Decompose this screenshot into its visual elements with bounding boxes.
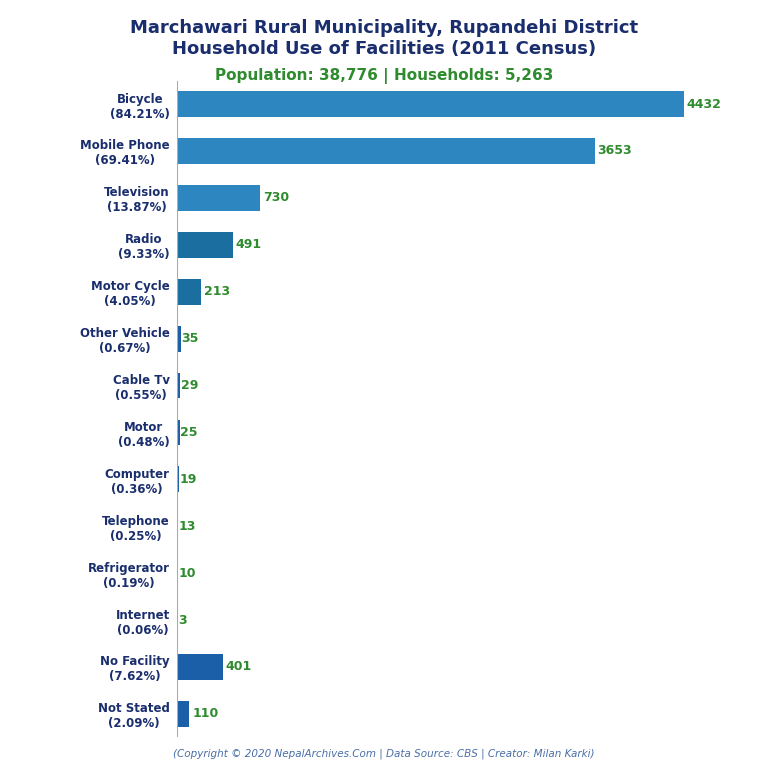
- Text: Household Use of Facilities (2011 Census): Household Use of Facilities (2011 Census…: [172, 40, 596, 58]
- Bar: [177, 372, 180, 399]
- Bar: [177, 513, 178, 539]
- Bar: [177, 279, 201, 305]
- Text: 29: 29: [181, 379, 198, 392]
- Bar: [177, 701, 189, 727]
- Text: 3653: 3653: [598, 144, 632, 157]
- Text: 213: 213: [204, 285, 230, 298]
- Bar: [177, 654, 223, 680]
- Bar: [177, 91, 684, 117]
- Text: 25: 25: [180, 426, 198, 439]
- Text: 730: 730: [263, 191, 289, 204]
- Text: 10: 10: [179, 567, 196, 580]
- Bar: [177, 232, 233, 258]
- Text: 13: 13: [179, 520, 197, 533]
- Bar: [177, 466, 179, 492]
- Text: 4432: 4432: [687, 98, 721, 111]
- Text: 3: 3: [178, 614, 187, 627]
- Bar: [177, 326, 180, 352]
- Text: 491: 491: [236, 238, 262, 251]
- Text: (Copyright © 2020 NepalArchives.Com | Data Source: CBS | Creator: Milan Karki): (Copyright © 2020 NepalArchives.Com | Da…: [174, 748, 594, 759]
- Bar: [177, 419, 180, 445]
- Text: Marchawari Rural Municipality, Rupandehi District: Marchawari Rural Municipality, Rupandehi…: [130, 19, 638, 37]
- Bar: [177, 138, 594, 164]
- Text: 401: 401: [225, 660, 252, 674]
- Text: 35: 35: [181, 332, 199, 345]
- Bar: [177, 185, 260, 210]
- Text: 19: 19: [180, 473, 197, 486]
- Text: 110: 110: [192, 707, 218, 720]
- Text: Population: 38,776 | Households: 5,263: Population: 38,776 | Households: 5,263: [215, 68, 553, 84]
